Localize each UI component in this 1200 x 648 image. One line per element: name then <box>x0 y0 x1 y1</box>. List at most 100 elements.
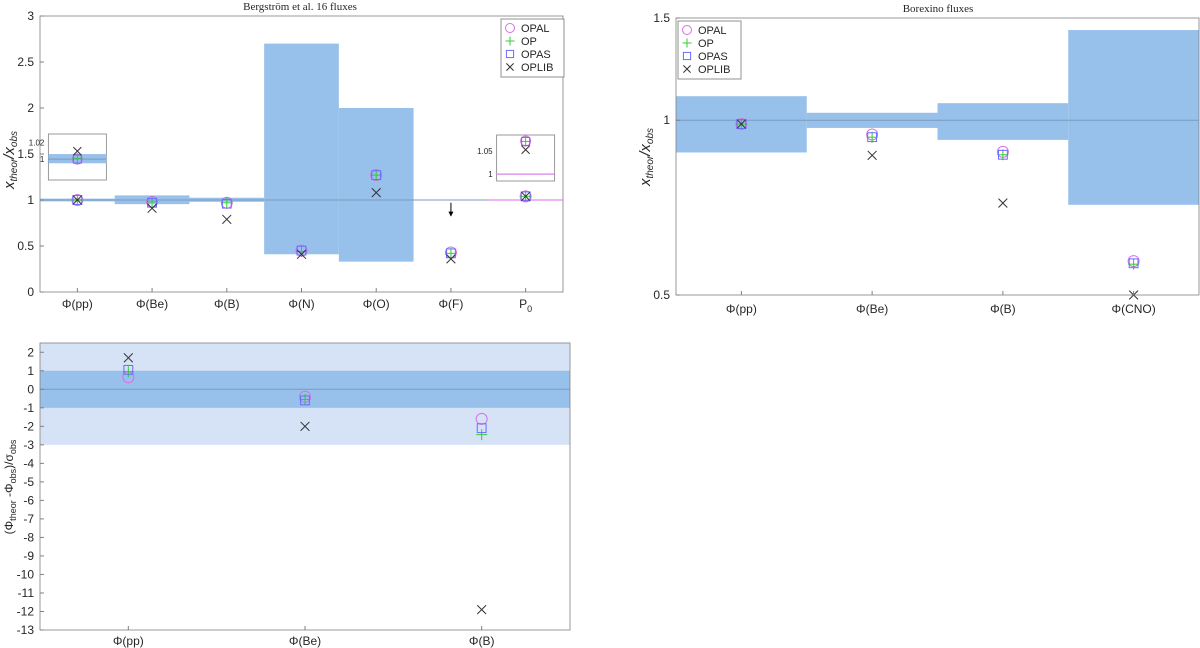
p3-ytick-label-8: -6 <box>23 493 34 507</box>
p1-legend-box-label-opal: OPAL <box>521 23 550 35</box>
p1-ytick-label-0: 0 <box>27 285 34 299</box>
p3-marker-oplib-0 <box>123 353 134 363</box>
p1-markers <box>71 169 532 264</box>
p1-ytick-label-3: 3 <box>27 9 34 23</box>
p2-marker-oplib-0 <box>736 119 747 129</box>
p3-ylabel-part-4: )/σ <box>2 454 16 469</box>
p1-xtick-label-sub: 0 <box>527 304 532 314</box>
p3-marker-opas-2 <box>476 423 487 434</box>
p3-ylabel-part-2: -Φ <box>2 483 16 500</box>
marker-oplib-4 <box>371 187 381 198</box>
p3-xtick-label-1: Φ(Be) <box>289 634 321 648</box>
p2-legend-box-label-oplib: OPLIB <box>698 64 730 76</box>
p2-ytick-label-2: 1.5 <box>653 11 670 25</box>
p2-marker-op-1 <box>866 131 878 143</box>
p1-insets: 1.02 1 1.05 1 <box>29 133 556 182</box>
p2-legend-box-marker-oplib-b <box>683 65 691 73</box>
p1-legend-box-marker-op <box>505 36 515 46</box>
p3-ylabel-text: (Φtheor -Φobs)/σobs <box>2 439 18 534</box>
p3-marker-oplib-1 <box>300 421 310 432</box>
p3-marker-oplib-1-b <box>300 421 310 432</box>
p2-marker-oplib-1 <box>867 150 877 161</box>
p1-ytick-label-1.5: 1.5 <box>17 147 34 161</box>
p2-marker-oplib-1-b <box>867 150 877 161</box>
p2-legend-box-label-opal: OPAL <box>698 25 727 37</box>
p1-axes: 0 0.5 1 1.5 2 2.5 3 Φ(pp) Φ(Be) Φ(B) Φ(N) Φ(O) Φ(F) P… <box>17 9 564 314</box>
p3-ylabel-part-0: (Φ <box>2 521 16 535</box>
p2-legend-box-label-op: OP <box>698 38 714 50</box>
p2-marker-opas-1 <box>867 132 878 143</box>
p3-markers <box>122 353 488 615</box>
marker-op-5 <box>445 247 457 259</box>
marker-opas-2 <box>221 198 232 209</box>
p3-xtick-label-2: Φ(B) <box>469 634 495 648</box>
p3-ytick-label-3: -1 <box>23 401 34 415</box>
p3-ytick-label-2: 0 <box>27 382 34 396</box>
marker-oplib-6-b <box>520 191 531 202</box>
p3-ytick-label-13: -11 <box>18 586 35 600</box>
p2-ytick-label-1: 1 <box>663 113 670 127</box>
p2-ylabel-text-sub: theor <box>645 155 656 178</box>
p1-bands <box>40 43 414 262</box>
p3-ytick-label-1: 1 <box>27 364 34 378</box>
marker-oplib-4-b <box>371 187 381 198</box>
marker-oplib-5-b <box>446 254 456 264</box>
inset-1-tick-0: 1.05 <box>477 147 493 156</box>
p2-bands <box>676 30 1199 205</box>
p1-legend-box-label-op: OP <box>521 36 537 48</box>
p2-marker-opas-2 <box>997 149 1008 160</box>
p1-xtick-label-5: Φ(F) <box>438 297 463 311</box>
inset-1-marker-oplib <box>521 145 530 155</box>
p3-ytick-label-10: -8 <box>23 530 34 544</box>
marker-opas-0 <box>72 195 83 205</box>
marker-opas-1 <box>147 197 157 208</box>
p2-marker-opas-3 <box>1128 258 1139 269</box>
p1-ytick-label-2.5: 2.5 <box>17 55 34 69</box>
p3-ytick-label-6: -4 <box>23 456 34 470</box>
marker-opas-4 <box>371 170 382 181</box>
inset-1-marker-opas <box>521 136 531 146</box>
p3-xtick-label-0: Φ(pp) <box>113 634 144 648</box>
p3-ytick-label-5: -3 <box>23 438 34 452</box>
p2-markers <box>735 118 1140 300</box>
p2-ylabel-text-x: x <box>637 178 654 187</box>
p2-xtick-label-3: Φ(CNO) <box>1112 302 1156 316</box>
p3-ytick-label-0: 2 <box>27 345 34 359</box>
p1-ytick-label-2: 2 <box>27 101 34 115</box>
inset-1-tick-1: 1 <box>488 170 493 179</box>
p2-y-axis-label: xtheor/xobs <box>637 128 656 187</box>
p2-legend-box-marker-oplib <box>683 65 691 73</box>
panel-borexino: Borexino fluxes 0.5 1 1.5 Φ(pp) Φ(Be) Φ(B) Φ(C… <box>637 3 1200 316</box>
p1-xtick-label-0: Φ(pp) <box>62 297 93 311</box>
p3-marker-opal-2 <box>475 412 488 425</box>
p3-ytick-label-14: -12 <box>17 604 35 618</box>
marker-opas-6 <box>520 191 531 202</box>
p2-band-3 <box>1068 30 1199 205</box>
marker-oplib-0 <box>72 195 83 205</box>
marker-oplib-0-b <box>72 195 83 205</box>
p2-axes: 0.5 1 1.5 Φ(pp) Φ(Be) Φ(B) Φ(CNO) <box>653 11 1200 316</box>
p1-xtick-label-2: Φ(B) <box>214 297 240 311</box>
p3-marker-oplib-2-b <box>476 604 487 615</box>
p2-marker-oplib-2 <box>998 198 1008 208</box>
p1-ylabel-text-sub2: obs <box>9 131 20 147</box>
upper-limit-arrow-head <box>448 211 454 217</box>
p1-xtick-label-4: Φ(O) <box>363 297 390 311</box>
p1-legend-box-label-opas: OPAS <box>521 49 551 61</box>
p1-y-axis-label: xtheor/xobs <box>1 131 20 190</box>
p2-ylabel-text-sub2: obs <box>645 128 656 144</box>
inset-1: 1.05 1 <box>477 134 556 182</box>
inset-0-marker-oplib <box>73 146 82 156</box>
p2-legend-box-marker-opal <box>682 25 692 35</box>
p1-xtick-label-6: P0 <box>519 297 532 314</box>
p3-ylabel-part-3: obs <box>8 468 18 483</box>
inset-0: 1.02 1 <box>29 133 107 181</box>
p3-ytick-label-9: -7 <box>23 512 34 526</box>
p1-ytick-label-1: 1 <box>27 193 34 207</box>
